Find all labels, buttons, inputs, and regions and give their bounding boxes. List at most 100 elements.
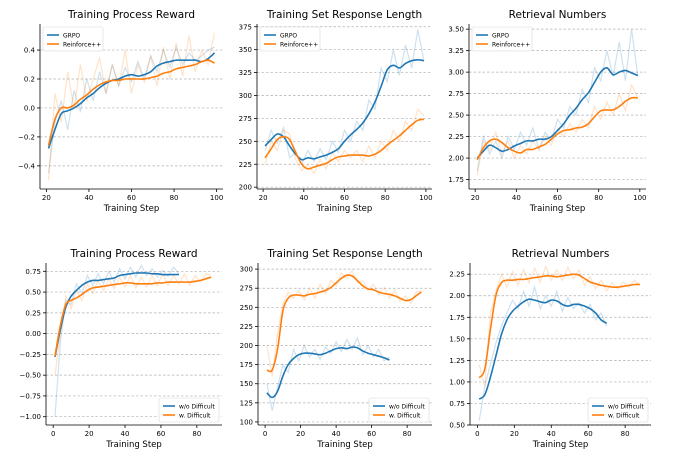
y-tick-label: 250 bbox=[240, 304, 253, 312]
y-tick-label: 1.75 bbox=[448, 176, 464, 184]
x-tick-label: 20 bbox=[85, 430, 94, 438]
chart-title: Training Process Reward bbox=[69, 248, 197, 260]
y-tick-label: 350 bbox=[239, 46, 252, 54]
y-tick-label: 0.00 bbox=[25, 330, 41, 338]
chart-panel-2: 200 225 250 275 300 325 350 375 20 40 60 80 100 Train… bbox=[239, 9, 433, 214]
series-line bbox=[478, 273, 640, 379]
x-tick-label: 80 bbox=[170, 194, 179, 202]
y-tick-label: 2.75 bbox=[448, 90, 464, 98]
y-tick-label: −0.4 bbox=[18, 162, 36, 170]
y-tick-label: 0.0 bbox=[24, 104, 35, 112]
chart-panel-3: 1.75 2.00 2.25 2.50 2.75 3.00 3.25 3.50 20 40 60 80… bbox=[448, 9, 646, 214]
series-line bbox=[266, 346, 390, 399]
y-tick-label: 3.25 bbox=[448, 47, 464, 55]
y-tick-label: −1.00 bbox=[20, 413, 41, 421]
y-tick-label: 225 bbox=[239, 161, 252, 169]
chart-title: Training Set Response Length bbox=[266, 248, 422, 260]
y-tick-label: 2.25 bbox=[448, 133, 464, 141]
y-tick-label: 2.00 bbox=[449, 292, 465, 300]
series-raw-line bbox=[47, 45, 215, 174]
x-tick-label: 80 bbox=[192, 430, 201, 438]
y-tick-label: 0.75 bbox=[449, 400, 465, 408]
legend: w/o Difficult w. Difficult bbox=[158, 397, 220, 423]
x-axis-label: Training Step bbox=[316, 204, 373, 214]
x-tick-label: 60 bbox=[340, 194, 349, 202]
y-tick-label: 200 bbox=[239, 184, 252, 192]
x-tick-label: 100 bbox=[419, 194, 432, 202]
legend-label: Reinforce++ bbox=[63, 41, 101, 48]
x-tick-label: 0 bbox=[51, 430, 55, 438]
x-tick-label: 80 bbox=[594, 194, 603, 202]
y-tick-label: 275 bbox=[240, 285, 253, 293]
y-tick-label: 125 bbox=[240, 399, 253, 407]
x-tick-label: 100 bbox=[210, 194, 223, 202]
legend-label: w. Difficult bbox=[608, 412, 640, 419]
y-tick-label: 0.75 bbox=[25, 268, 41, 276]
y-tick-label: 3.50 bbox=[448, 26, 464, 34]
y-tick-label: 150 bbox=[240, 380, 253, 388]
series-line bbox=[54, 276, 212, 357]
x-tick-label: 20 bbox=[471, 194, 480, 202]
x-axis-label: Training Step bbox=[103, 204, 160, 214]
series-line bbox=[476, 96, 638, 161]
y-tick-label: 1.00 bbox=[449, 378, 465, 386]
chart-title: Training Set Response Length bbox=[266, 9, 422, 21]
legend-label: w. Difficult bbox=[389, 412, 421, 419]
x-tick-label: 40 bbox=[547, 430, 556, 438]
series-raw-line bbox=[54, 272, 212, 376]
series-raw-line bbox=[478, 264, 641, 387]
x-tick-label: 20 bbox=[259, 194, 268, 202]
series-raw-line bbox=[266, 336, 390, 411]
y-tick-label: 300 bbox=[240, 266, 253, 274]
y-tick-label: 3.00 bbox=[448, 69, 464, 77]
legend-label: GRPO bbox=[280, 32, 297, 39]
y-tick-label: −0.75 bbox=[20, 392, 41, 400]
chart-title: Retrieval Numbers bbox=[509, 9, 607, 21]
series-line bbox=[266, 274, 422, 373]
y-tick-label: 1.75 bbox=[449, 314, 465, 322]
legend: w/o Difficult w. Difficult bbox=[368, 397, 430, 423]
series-line bbox=[476, 66, 639, 159]
y-tick-label: 0.4 bbox=[24, 47, 36, 55]
chart-panel-1: −0.4 −0.2 0.0 0.2 0.4 20 40 60 80 100 Training Pro… bbox=[18, 9, 223, 214]
x-tick-label: 20 bbox=[510, 430, 519, 438]
legend-label: GRPO bbox=[63, 32, 80, 39]
y-tick-label: 2.00 bbox=[448, 155, 464, 163]
y-tick-label: 100 bbox=[240, 418, 253, 426]
series-line bbox=[478, 298, 608, 400]
chart-panel-6: 0.50 0.75 1.00 1.25 1.50 1.75 2.00 2.25 0 20 40 60 8… bbox=[449, 248, 651, 450]
x-tick-label: 80 bbox=[381, 194, 390, 202]
x-tick-label: 60 bbox=[584, 430, 593, 438]
x-tick-label: 80 bbox=[403, 430, 412, 438]
y-tick-label: 1.25 bbox=[449, 357, 465, 365]
y-tick-label: 0.2 bbox=[24, 76, 35, 84]
legend-label: w/o Difficult bbox=[608, 403, 644, 410]
x-tick-label: 20 bbox=[296, 430, 305, 438]
legend-box bbox=[158, 397, 220, 423]
series-line bbox=[264, 58, 425, 161]
legend-label: w/o Difficult bbox=[179, 403, 215, 410]
legend-label: Reinforce++ bbox=[492, 41, 530, 48]
chart-panel-5: 100 125 150 175 200 225 250 275 300 0 20 40 60 80 Trai… bbox=[240, 248, 432, 450]
x-tick-label: 60 bbox=[553, 194, 562, 202]
chart-title: Retrieval Numbers bbox=[512, 248, 610, 260]
y-tick-label: 275 bbox=[239, 115, 252, 123]
y-tick-label: −0.50 bbox=[20, 372, 41, 380]
series-line bbox=[47, 59, 215, 146]
series-raw-line bbox=[266, 269, 422, 377]
series-line bbox=[54, 272, 179, 358]
legend: GRPO Reinforce++ bbox=[259, 26, 321, 52]
legend-box bbox=[471, 26, 533, 52]
x-axis-label: Training Step bbox=[105, 440, 162, 450]
legend-label: GRPO bbox=[492, 32, 509, 39]
y-tick-label: −0.2 bbox=[18, 133, 35, 141]
x-tick-label: 40 bbox=[84, 194, 93, 202]
x-tick-label: 80 bbox=[621, 430, 630, 438]
series-line bbox=[264, 118, 425, 170]
x-tick-label: 40 bbox=[121, 430, 130, 438]
x-tick-label: 20 bbox=[42, 194, 51, 202]
legend-box bbox=[42, 26, 104, 52]
x-axis-label: Training Step bbox=[316, 440, 373, 450]
